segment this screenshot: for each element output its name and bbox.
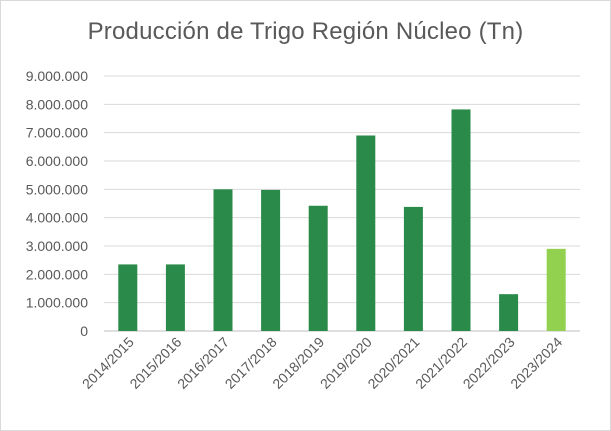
y-tick-label: 9.000.000 [26,68,88,84]
y-tick-label: 1.000.000 [26,295,88,311]
y-tick-label: 0 [80,323,88,339]
bar [451,109,471,331]
bar [403,206,423,331]
y-tick-label: 7.000.000 [26,125,88,141]
bar [213,189,233,331]
chart-title: Producción de Trigo Región Núcleo (Tn) [87,18,524,45]
bar [165,264,185,331]
y-tick-label: 4.000.000 [26,210,88,226]
bar [118,264,138,331]
bar [546,248,566,331]
bar [356,135,376,331]
y-tick-label: 3.000.000 [26,238,88,254]
y-tick-label: 5.000.000 [26,181,88,197]
bar [308,205,328,331]
y-tick-label: 2.000.000 [26,266,88,282]
bar [499,294,519,331]
bar [261,189,281,331]
y-tick-label: 8.000.000 [26,96,88,112]
y-tick-label: 6.000.000 [26,153,88,169]
x-tick-label: 2023/2024 [507,334,565,392]
